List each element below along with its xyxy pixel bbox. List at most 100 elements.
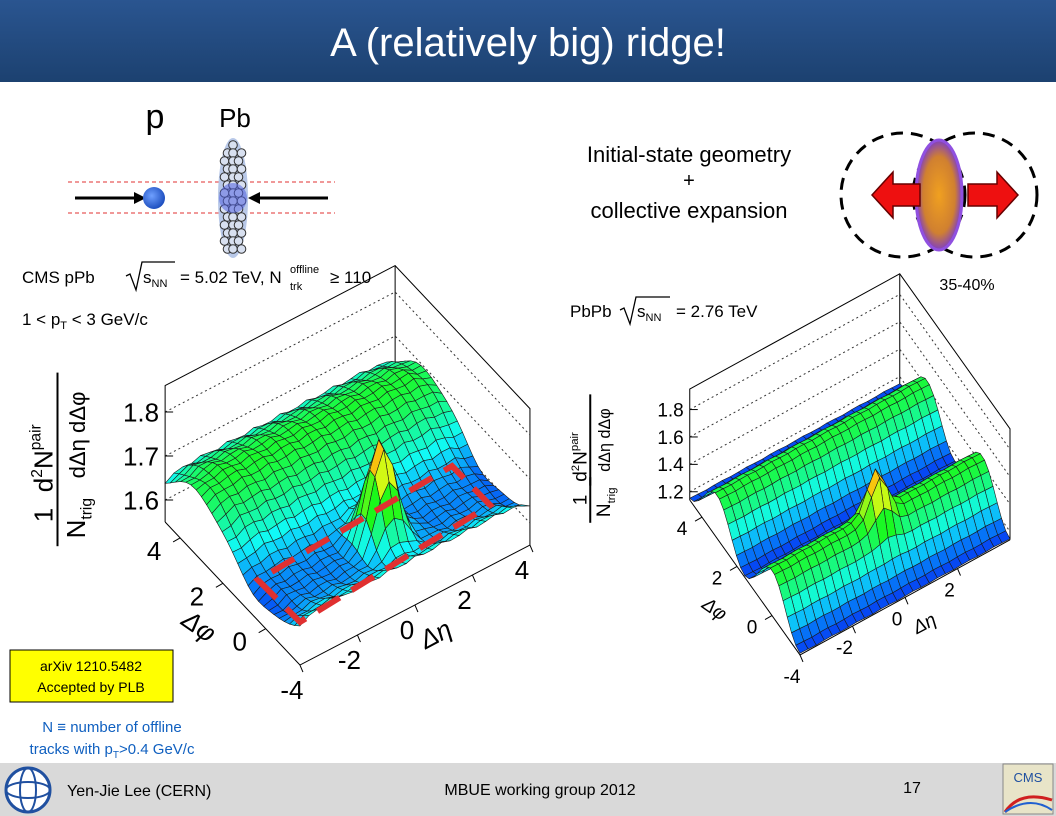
eta-tick-label: 4 xyxy=(515,555,529,585)
eta-axis-label: Δη xyxy=(413,613,456,655)
eta-tick-label: -2 xyxy=(836,638,853,659)
header-text: ≥ 110 xyxy=(330,268,371,287)
logo-ring xyxy=(19,767,37,813)
nucleon xyxy=(233,220,244,230)
footnote-text: >0.4 GeV/c xyxy=(119,741,195,758)
eta-tick-label: 0 xyxy=(892,609,903,630)
nucleon xyxy=(219,156,230,166)
tick-mark xyxy=(729,565,738,571)
label-part: N xyxy=(61,520,91,539)
subscript: T xyxy=(60,320,67,332)
header-text: sNN xyxy=(143,268,167,290)
tick-mark xyxy=(471,574,476,583)
eta-tick-label: -2 xyxy=(338,645,361,675)
eta-axis-label: Δη xyxy=(909,609,940,639)
proton xyxy=(143,187,165,209)
logo-ring xyxy=(5,781,51,799)
grid-line xyxy=(689,321,1011,478)
overlap-region xyxy=(914,138,964,252)
nucleon xyxy=(228,212,238,222)
label-part: pair xyxy=(569,432,581,451)
nucleon xyxy=(236,164,247,174)
tick-mark xyxy=(957,568,961,576)
label-part: trig xyxy=(78,498,95,520)
reference-box xyxy=(9,649,174,703)
label-part: pair xyxy=(28,424,45,450)
experiment: CMS pPb xyxy=(22,268,95,287)
overlap-diagram: 35-40% xyxy=(839,131,1039,294)
nucleon xyxy=(228,148,238,158)
pt-cut: 1 < pT < 3 GeV/c xyxy=(22,310,148,332)
eta-tick-label: -4 xyxy=(784,667,801,688)
z-tick-label: 1.8 xyxy=(123,397,159,427)
z-tick-label: 1.8 xyxy=(657,400,683,421)
footnote-text: tracks with p xyxy=(30,741,113,758)
tick-mark xyxy=(414,604,419,613)
arrow-head xyxy=(248,192,260,204)
eta-tick-label: 0 xyxy=(400,615,414,645)
tick-mark xyxy=(529,544,534,553)
eta-tick-label: 2 xyxy=(944,581,955,602)
nucleon xyxy=(236,228,247,238)
surface-cell xyxy=(795,640,809,654)
phi-tick-label: 4 xyxy=(677,519,688,540)
nucleon xyxy=(236,148,247,158)
arrow-head xyxy=(134,192,146,204)
footnote: tracks with pT>0.4 GeV/c xyxy=(30,741,195,761)
label-part: N xyxy=(594,503,615,517)
sqrt-sign xyxy=(125,261,175,293)
label-part: trig xyxy=(606,488,618,504)
tick-mark xyxy=(764,615,773,621)
nucleus-outline xyxy=(911,131,1039,259)
tick-mark xyxy=(904,597,909,605)
right-plot-header: PbPb sNN = 2.76 TeV xyxy=(570,296,758,327)
phi-tick-label: 0 xyxy=(747,618,758,639)
slide-title: A (relatively big) ridge! xyxy=(330,21,726,65)
subscript: T xyxy=(113,750,119,761)
z-tick-label: 1.2 xyxy=(657,483,683,504)
label-part: 1 xyxy=(570,495,591,506)
subscript: trk xyxy=(290,281,303,293)
expansion-arrow xyxy=(967,170,1020,220)
label-part: 2 xyxy=(29,469,46,478)
label-part: d xyxy=(28,478,58,492)
label-part: 2 xyxy=(570,465,582,471)
expansion-arrow xyxy=(870,170,921,220)
nucleon xyxy=(219,236,230,246)
footnote: N ≡ number of offline xyxy=(42,719,181,736)
grid-line xyxy=(164,335,531,480)
nucleon xyxy=(228,140,238,150)
phi-tick-label: 0 xyxy=(232,627,246,657)
nucleon xyxy=(228,228,238,238)
z-tick-label: 1.7 xyxy=(123,441,159,471)
label-part: N xyxy=(570,451,591,465)
phi-axis-label: Δφ xyxy=(176,603,222,648)
nucleon xyxy=(236,212,247,222)
tick-mark xyxy=(694,516,703,522)
reference-text: Accepted by PLB xyxy=(37,679,144,695)
note-line: Initial-state geometry xyxy=(587,142,791,167)
note-line: + xyxy=(683,170,695,192)
eta-tick-label: -4 xyxy=(280,675,303,705)
phi-tick-label: 4 xyxy=(147,536,161,566)
reference-text: arXiv 1210.5482 xyxy=(40,658,142,674)
highlight-region xyxy=(253,462,495,626)
nucleon xyxy=(228,244,238,254)
tick-mark xyxy=(852,625,856,634)
title-bar xyxy=(0,0,1056,82)
label-part: d xyxy=(570,471,591,482)
header-text: = 5.02 TeV, N xyxy=(180,268,282,287)
nucleon xyxy=(228,164,238,174)
centrality-label: 35-40% xyxy=(939,277,994,294)
tick-mark xyxy=(799,654,804,663)
label-part: Ntrig xyxy=(61,498,96,538)
eta-tick-label: 2 xyxy=(457,585,471,615)
z-tick-label: 1.4 xyxy=(657,455,684,476)
nucleus-outline xyxy=(839,131,967,259)
pt-text: < 3 GeV/c xyxy=(67,310,148,329)
lead-label: Pb xyxy=(219,103,251,133)
